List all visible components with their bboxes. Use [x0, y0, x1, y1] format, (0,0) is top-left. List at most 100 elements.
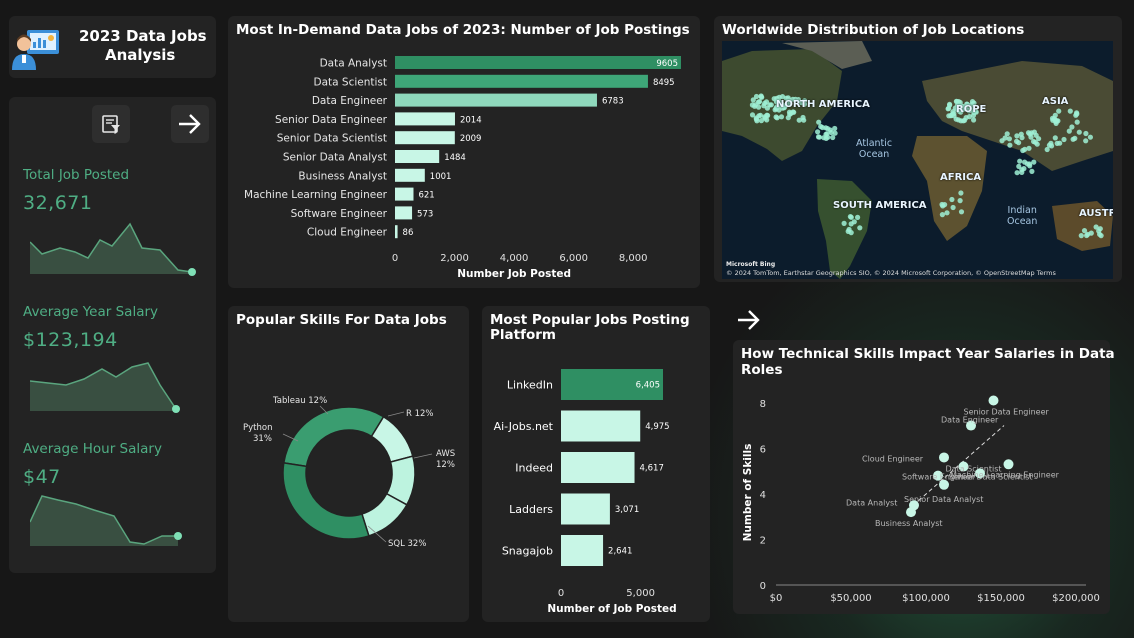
job-location-dot-15 [786, 100, 792, 106]
map-label-north-america: NORTH AMERICA [776, 99, 870, 110]
jobs-chart-title: Most In-Demand Data Jobs of 2023: Number… [236, 22, 690, 38]
job-location-dot-77 [815, 129, 821, 135]
bar-label-machine-learning-engineer: Machine Learning Engineer [244, 189, 388, 201]
bar-label-data-analyst: Data Analyst [320, 58, 387, 70]
bar-label-data-engineer: Data Engineer [312, 95, 388, 107]
x-tick-2: 4,000 [500, 253, 529, 264]
scatter-point-label-business-analyst: Business Analyst [875, 519, 943, 528]
donut-leader-aws [413, 453, 433, 459]
bar-data-analyst [395, 56, 681, 69]
scatter-point-label-machine-learning-engineer: Machine Learning Engineer [950, 470, 1060, 479]
job-location-dot-177 [1076, 129, 1082, 135]
scatter-x-tick-4: $200,000 [1052, 593, 1100, 604]
platform-bar-indeed [561, 452, 635, 483]
job-location-dot-37 [796, 117, 802, 123]
job-location-dot-137 [1007, 142, 1013, 148]
atlantic-line2: Ocean [858, 149, 890, 160]
job-location-dot-184 [1052, 112, 1058, 118]
job-location-dot-212 [1081, 228, 1088, 234]
world-map[interactable]: NORTH AMERICA ROPE ASIA AFRICA SOUTH AME… [722, 41, 1113, 279]
donut-label-tableau: Tableau 12% [272, 396, 327, 406]
platform-x-axis-title: Number of Job Posted [547, 603, 676, 615]
filter-button[interactable] [92, 105, 130, 143]
job-location-dot-60 [776, 94, 782, 100]
job-location-dot-182 [1070, 136, 1076, 142]
platform-value-linkedin: 6,405 [636, 381, 660, 391]
job-location-dot-122 [960, 104, 966, 110]
donut-leader-sql [367, 525, 387, 543]
bar-senior-data-analyst [395, 150, 440, 163]
scatter-y-tick-2: 4 [760, 490, 766, 501]
job-location-dot-162 [999, 138, 1005, 144]
platform-title-line2: Platform [490, 327, 556, 343]
scatter-point-label-data-engineer: Data Engineer [941, 416, 999, 425]
bar-value-data-analyst: 9605 [656, 59, 678, 69]
scatter-y-tick-3: 6 [760, 444, 766, 455]
platform-label-snagajob: Snagajob [502, 545, 553, 558]
job-location-dot-176 [1073, 112, 1079, 118]
job-location-dot-69 [749, 112, 756, 118]
scatter-title-line2: Roles [741, 362, 783, 378]
scatter-y-tick-4: 8 [760, 399, 766, 410]
platform-x-tick-1: 5,000 [626, 588, 655, 599]
job-location-dot-48 [774, 115, 780, 121]
job-location-dot-219 [1016, 163, 1022, 169]
job-location-dot-158 [1014, 138, 1020, 144]
analyst-icon [9, 24, 61, 76]
next-page-button-2[interactable] [730, 301, 768, 339]
scatter-chart: 0 2 4 6 8 $0 $50,000 $100,000 $150,000 $200,000 Nu… [742, 395, 1100, 604]
bar-value-business-analyst: 1001 [430, 172, 452, 182]
job-location-dot-226 [1027, 163, 1033, 169]
job-location-dot-132 [952, 105, 958, 111]
job-location-dot-57 [753, 93, 760, 100]
platform-label-ai-jobs-net: Ai-Jobs.net [494, 420, 554, 433]
kpi-total-jobs-sparkline [30, 222, 196, 276]
job-location-dot-87 [830, 134, 836, 141]
job-location-dot-93 [966, 114, 973, 120]
job-location-dot-61 [764, 105, 770, 111]
scatter-x-tick-3: $150,000 [977, 593, 1025, 604]
skills-panel: Popular Skills For Data Jobs [228, 306, 469, 622]
job-location-dot-147 [1044, 146, 1050, 153]
job-location-dot-67 [771, 96, 777, 102]
sidebar-kpi-panel [9, 97, 216, 573]
job-location-dot-116 [958, 109, 964, 115]
donut-label-sql: SQL 32% [388, 539, 426, 549]
kpi-year-salary-value: $123,194 [23, 329, 118, 351]
job-location-dot-194 [851, 219, 857, 225]
job-location-dot-138 [1057, 140, 1063, 146]
jobs-bar-chart: Data Analyst 9605 Data Scientist 8495 Data E… [244, 56, 681, 280]
job-location-dot-145 [1004, 131, 1010, 137]
job-location-dot-76 [818, 123, 824, 130]
next-page-button[interactable] [171, 105, 209, 143]
map-attribution[interactable]: © 2024 TomTom, Earthstar Geographics SIO… [726, 269, 1056, 277]
map-label-europe: ROPE [956, 104, 987, 115]
map-label-indian: Indian Ocean [1007, 205, 1037, 227]
scatter-point-label-data-scientist: Data Scientist [946, 465, 1002, 474]
filter-icon [102, 115, 120, 134]
map-label-australia: AUSTR [1079, 208, 1113, 219]
bar-data-engineer [395, 93, 597, 107]
job-location-dot-207 [939, 212, 945, 218]
job-location-dot-161 [1028, 130, 1035, 136]
x-tick-0: 0 [392, 253, 398, 264]
job-location-dot-58 [778, 114, 785, 120]
map-label-asia: ASIA [1042, 96, 1069, 107]
donut-slice-python [282, 406, 385, 468]
job-location-dot-139 [1019, 135, 1025, 141]
job-location-dot-148 [1026, 145, 1032, 151]
job-location-dot-127 [955, 117, 962, 123]
scatter-point-label-cloud-engineer: Cloud Engineer [862, 454, 924, 463]
donut-leader-r [387, 411, 405, 417]
platform-value-ladders: 3,071 [615, 505, 639, 515]
job-location-dot-54 [785, 115, 791, 121]
atlantic-line1: Atlantic [856, 138, 893, 149]
donut-pct-aws: 12% [436, 460, 455, 470]
donut-label-r: R 12% [406, 409, 434, 419]
scatter-trendline [907, 425, 1005, 511]
donut-leader-python [282, 433, 299, 442]
donut-slice-sql [282, 462, 370, 540]
map-label-atlantic: Atlantic Ocean [856, 138, 892, 160]
bar-senior-data-engineer [395, 112, 455, 126]
